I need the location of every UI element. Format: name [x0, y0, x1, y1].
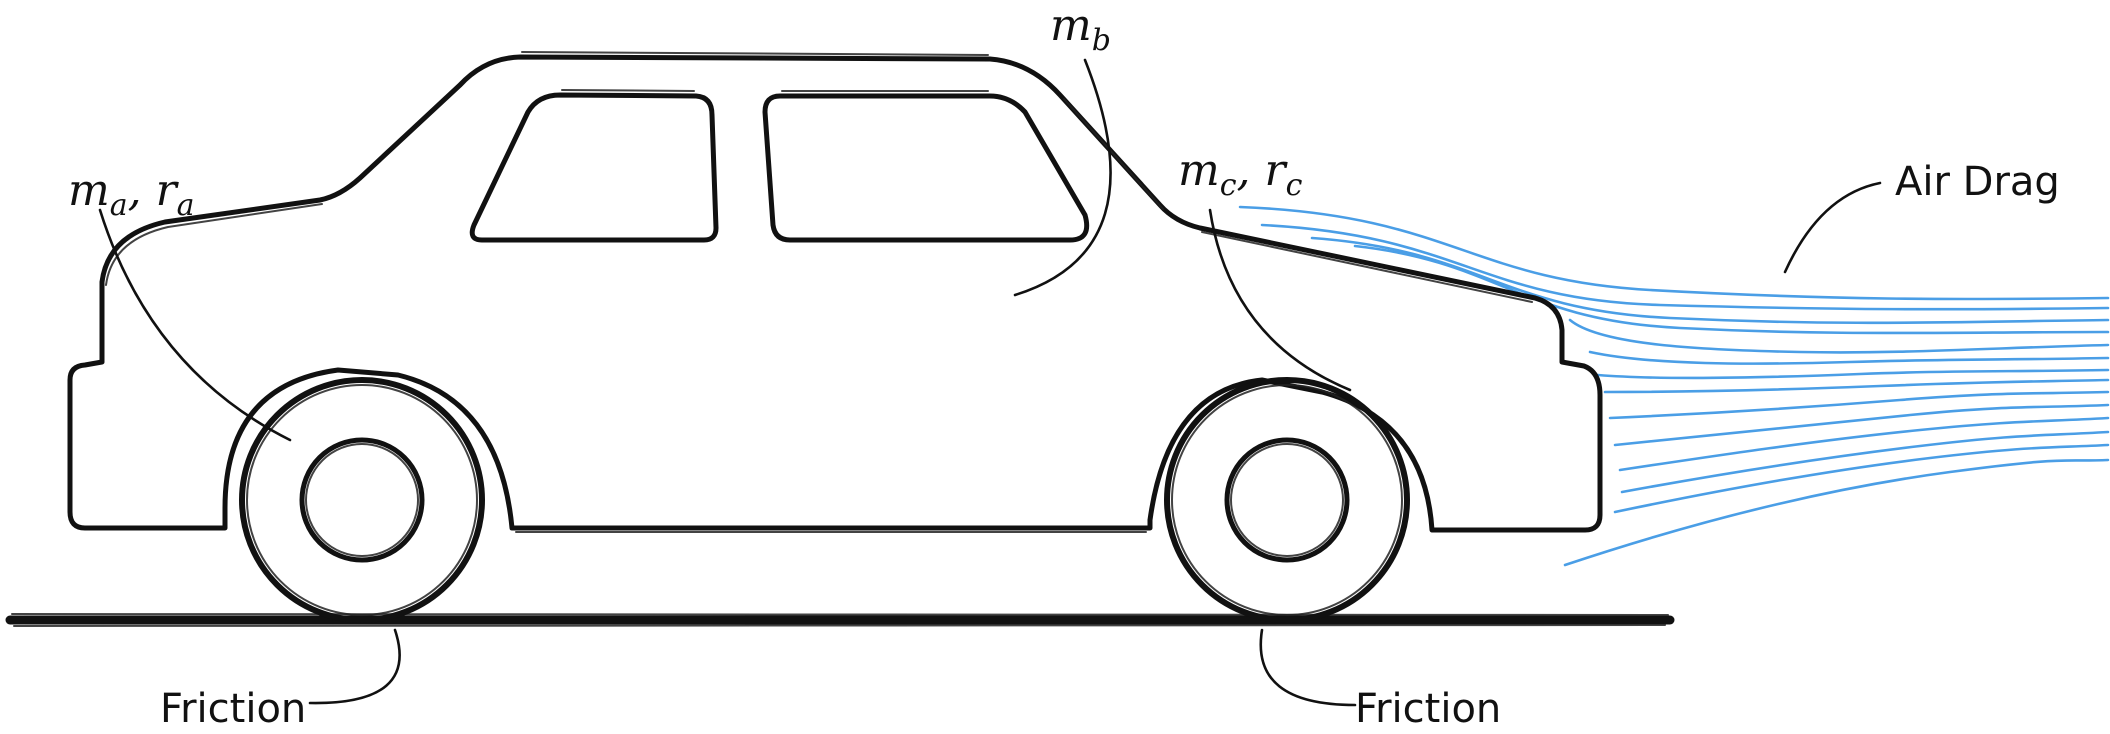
air-flow-line	[1613, 443, 2110, 514]
air-flow-line	[1588, 350, 2110, 365]
front-wheel-label: mc, rc	[1178, 145, 1303, 203]
air-flow-line	[1620, 430, 2110, 494]
front-window	[762, 90, 1090, 243]
air-flow-lines	[1238, 205, 2110, 567]
air-flow-line	[1238, 205, 2110, 301]
air-flow-line	[1608, 390, 2110, 420]
air-flow-line	[1563, 458, 2110, 567]
rear-wheel-label: ma, ra	[68, 165, 195, 223]
body-mass-label: mb	[1050, 0, 1111, 58]
rear-wheel	[239, 377, 485, 623]
front-wheel	[1164, 377, 1410, 623]
front-wheel-leader	[1208, 208, 1352, 392]
air-flow-line	[1613, 403, 2110, 447]
friction-rear-label: Friction	[160, 686, 306, 732]
friction-front-label: Friction	[1355, 686, 1501, 732]
rear-window	[469, 89, 719, 243]
air-flow-line	[1353, 244, 2110, 335]
rear-wheel-leader	[98, 208, 292, 442]
air-flow-line	[1568, 318, 2110, 354]
body-leader	[1013, 58, 1112, 297]
air-flow-line	[1596, 368, 2110, 380]
air-flow-line	[1618, 416, 2110, 472]
car-body	[67, 51, 1603, 533]
ground-line	[5, 613, 1675, 627]
air-drag-leader	[1783, 181, 1882, 274]
friction-rear-leader	[308, 628, 401, 705]
friction-front-leader	[1259, 628, 1357, 707]
air-drag-label: Air Drag	[1895, 159, 2060, 205]
air-flow-line	[1603, 378, 2110, 394]
air-flow-line	[1260, 223, 2110, 311]
